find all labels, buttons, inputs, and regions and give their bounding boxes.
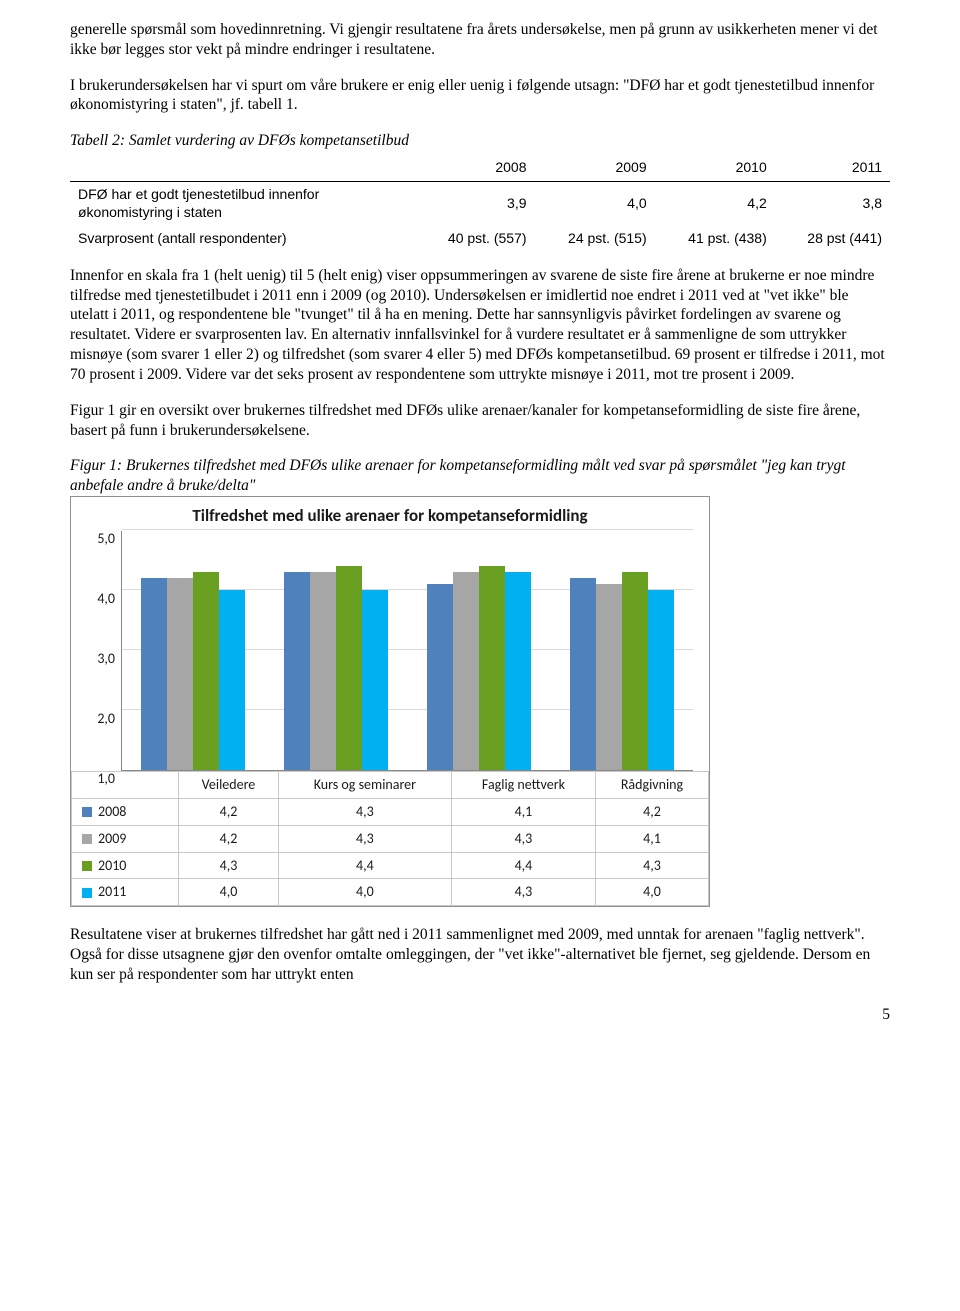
paragraph: Resultatene viser at brukernes tilfredsh… (70, 925, 890, 984)
y-tick-label: 5,0 (97, 530, 115, 548)
y-tick-label: 4,0 (97, 590, 115, 608)
chart-category-label: Kurs og seminarer (278, 771, 451, 798)
bar (219, 590, 245, 770)
chart-value-cell: 4,1 (451, 798, 595, 825)
legend-swatch (82, 861, 92, 871)
bar-group (427, 566, 531, 770)
table-cell: 28 pst (441) (775, 226, 890, 252)
page-number: 5 (70, 1005, 890, 1025)
chart-title: Tilfredshet med ulike arenaer for kompet… (71, 497, 709, 531)
bar (284, 572, 310, 770)
table-cell: 3,8 (775, 182, 890, 226)
bar (336, 566, 362, 770)
y-tick-label: 2,0 (97, 710, 115, 728)
col-header: 2009 (535, 155, 655, 181)
col-header: 2008 (414, 155, 534, 181)
chart-value-cell: 4,0 (595, 879, 708, 906)
table-cell: 4,2 (655, 182, 775, 226)
chart-value-cell: 4,0 (278, 879, 451, 906)
bar (596, 584, 622, 770)
chart-value-cell: 4,1 (595, 825, 708, 852)
chart-value-cell: 4,0 (179, 879, 279, 906)
legend-swatch (82, 834, 92, 844)
bar-group (570, 572, 674, 770)
row-label: DFØ har et godt tjenestetilbud innenfor … (70, 182, 414, 226)
chart-plot-area (121, 531, 693, 771)
figure-caption: Figur 1: Brukernes tilfredshet med DFØs … (70, 456, 890, 496)
legend-swatch (82, 807, 92, 817)
chart-category-label: Rådgivning (595, 771, 708, 798)
paragraph: Figur 1 gir en oversikt over brukernes t… (70, 401, 890, 441)
legend-entry: 2009 (72, 825, 179, 852)
bar-group (141, 572, 245, 770)
bar (193, 572, 219, 770)
paragraph: Innenfor en skala fra 1 (helt uenig) til… (70, 266, 890, 385)
table-caption: Tabell 2: Samlet vurdering av DFØs kompe… (70, 131, 890, 151)
chart-value-cell: 4,3 (179, 852, 279, 879)
table-cell: 4,0 (535, 182, 655, 226)
table-cell: 41 pst. (438) (655, 226, 775, 252)
table-cell: 40 pst. (557) (414, 226, 534, 252)
chart-value-cell: 4,4 (278, 852, 451, 879)
chart-value-cell: 4,3 (595, 852, 708, 879)
chart-value-cell: 4,4 (451, 852, 595, 879)
chart-value-cell: 4,3 (278, 798, 451, 825)
bar (310, 572, 336, 770)
bar (648, 590, 674, 770)
bar (141, 578, 167, 770)
y-tick-label: 3,0 (97, 650, 115, 668)
bar (479, 566, 505, 770)
bar (362, 590, 388, 770)
chart-value-cell: 4,2 (179, 798, 279, 825)
bar-group (284, 566, 388, 770)
legend-swatch (82, 888, 92, 898)
paragraph: I brukerundersøkelsen har vi spurt om vå… (70, 76, 890, 116)
col-header: 2010 (655, 155, 775, 181)
bar (453, 572, 479, 770)
chart-legend-table: VeiledereKurs og seminarerFaglig nettver… (71, 771, 709, 907)
chart-value-cell: 4,3 (451, 879, 595, 906)
table-2: 2008 2009 2010 2011 DFØ har et godt tjen… (70, 155, 890, 252)
bar (570, 578, 596, 770)
chart-value-cell: 4,2 (179, 825, 279, 852)
chart-y-axis: 5,04,03,02,01,0 (81, 531, 121, 771)
chart-category-label: Faglig nettverk (451, 771, 595, 798)
bar (622, 572, 648, 770)
bar (167, 578, 193, 770)
table-cell: 24 pst. (515) (535, 226, 655, 252)
table-cell: 3,9 (414, 182, 534, 226)
bar (505, 572, 531, 770)
chart-value-cell: 4,3 (451, 825, 595, 852)
paragraph: generelle spørsmål som hovedinnretning. … (70, 20, 890, 60)
row-label: Svarprosent (antall respondenter) (70, 226, 414, 252)
chart-value-cell: 4,3 (278, 825, 451, 852)
y-tick-label: 1,0 (97, 770, 115, 788)
legend-entry: 2011 (72, 879, 179, 906)
bar (427, 584, 453, 770)
legend-entry: 2010 (72, 852, 179, 879)
legend-entry: 2008 (72, 798, 179, 825)
figure-1-chart: Tilfredshet med ulike arenaer for kompet… (70, 496, 710, 907)
chart-value-cell: 4,2 (595, 798, 708, 825)
chart-category-label: Veiledere (179, 771, 279, 798)
col-header: 2011 (775, 155, 890, 181)
